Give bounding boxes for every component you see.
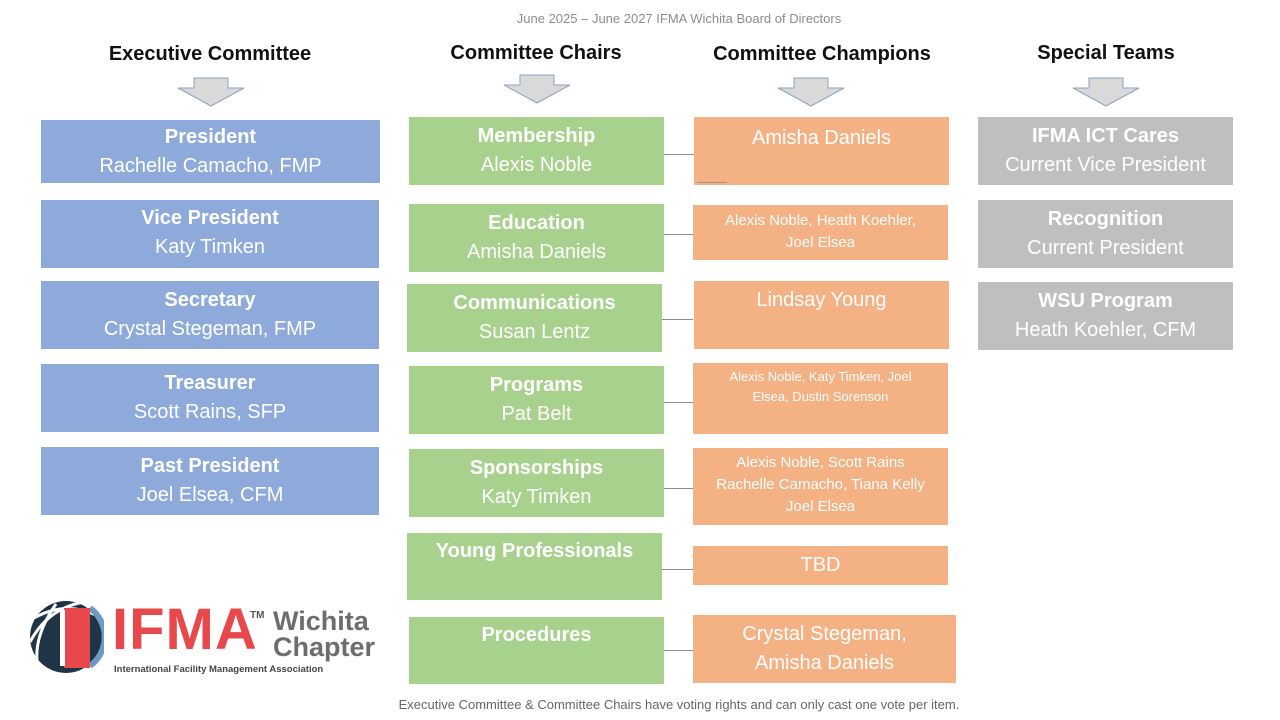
heading-special-teams: Special Teams [1037,42,1175,64]
down-arrow-icon [503,74,571,104]
champion-names-line: Elsea, Dustin Sorenson [752,389,889,404]
divider [697,182,727,183]
champion-names-line: Alexis Noble, Heath Koehler, [725,212,916,229]
champion-names-line: Alexis Noble, Katy Timken, Joel [729,369,912,384]
logo-chapter-line1: Wichita [273,606,369,636]
champion-names-line: Joel Elsea [785,498,856,515]
person-name: Alexis Noble [480,154,593,176]
champion-box-sponsorships: Alexis Noble, Scott Rains Rachelle Camac… [693,448,948,525]
heading-committee-champions: Committee Champions [713,43,931,65]
champion-names-line: Alexis Noble, Scott Rains [736,454,905,471]
special-box-wsu-program: WSU Program Heath Koehler, CFM [978,282,1233,350]
connector-line [664,234,693,235]
committee-title: Programs [489,374,584,396]
chair-box-membership: Membership Alexis Noble [409,117,664,185]
board-term-subtitle: June 2025 – June 2027 IFMA Wichita Board… [516,11,842,26]
logo-trademark: TM [250,610,265,621]
committee-title: Young Professionals [435,540,634,562]
person-name: Pat Belt [501,403,572,425]
down-arrow-icon [777,77,845,107]
chair-box-young-professionals: Young Professionals [407,533,662,600]
committee-title: Membership [477,125,596,147]
connector-line [664,488,693,489]
logo-chapter-name: Wichita Chapter [273,606,376,662]
champion-box-education: Alexis Noble, Heath Koehler, Joel Elsea [693,205,948,260]
champion-names: Amisha Daniels [752,127,891,149]
logo-tagline: International Facility Management Associ… [114,664,324,675]
voting-rights-footnote: Executive Committee & Committee Chairs h… [398,697,960,712]
person-name: Susan Lentz [478,321,591,343]
team-lead: Heath Koehler, CFM [1014,319,1197,341]
special-box-recognition: Recognition Current President [978,200,1233,268]
down-arrow-icon [177,77,245,107]
person-name: Joel Elsea, CFM [136,484,284,506]
person-name: Crystal Stegeman, FMP [103,318,317,340]
exec-box-past-president: Past President Joel Elsea, CFM [41,447,379,515]
person-name: Katy Timken [154,236,266,258]
champion-box-communications: Lindsay Young [694,281,949,349]
champion-box-membership: Amisha Daniels [694,117,949,185]
committee-title: Procedures [481,624,592,646]
connector-line [664,650,693,651]
champion-box-procedures: Crystal Stegeman, Amisha Daniels [693,615,956,683]
role-title: Vice President [141,207,279,229]
champion-names: Lindsay Young [756,289,887,311]
role-title: Treasurer [164,372,256,394]
exec-box-secretary: Secretary Crystal Stegeman, FMP [41,281,379,349]
exec-box-treasurer: Treasurer Scott Rains, SFP [41,364,379,432]
connector-line [662,319,693,320]
committee-title: Education [488,212,585,234]
committee-title: Sponsorships [469,457,604,479]
role-title: President [164,126,257,148]
team-title: WSU Program [1038,290,1173,312]
special-box-ifma-ict-cares: IFMA ICT Cares Current Vice President [978,117,1233,185]
champion-names-line: Amisha Daniels [755,652,894,674]
exec-box-vice-president: Vice President Katy Timken [41,200,379,268]
person-name: Scott Rains, SFP [133,401,287,423]
logo-chapter-line2: Chapter [273,632,376,662]
connector-line [662,569,693,570]
chair-box-sponsorships: Sponsorships Katy Timken [409,449,664,517]
champion-names-line: Rachelle Camacho, Tiana Kelly [716,476,925,493]
chair-box-communications: Communications Susan Lentz [407,284,662,352]
person-name: Katy Timken [481,486,592,508]
person-name: Amisha Daniels [467,241,606,263]
champion-names-line: Joel Elsea [785,234,856,251]
champion-box-programs: Alexis Noble, Katy Timken, Joel Elsea, D… [693,363,948,434]
heading-committee-chairs: Committee Chairs [450,42,622,64]
heading-executive-committee: Executive Committee [108,43,312,65]
connector-line [664,402,693,403]
chair-box-education: Education Amisha Daniels [409,204,664,272]
role-title: Past President [140,455,280,477]
team-title: Recognition [1047,208,1164,230]
team-lead: Current Vice President [1005,154,1206,176]
logo-ifma-text: IFMA [112,597,258,662]
down-arrow-icon [1072,77,1140,107]
chair-box-programs: Programs Pat Belt [409,366,664,434]
team-title: IFMA ICT Cares [1031,125,1180,147]
role-title: Secretary [164,289,256,311]
chair-box-procedures: Procedures [409,617,664,684]
connector-line [664,154,694,155]
globe-icon [30,601,104,673]
person-name: Rachelle Camacho, FMP [99,155,322,177]
champion-names: TBD [800,554,841,576]
committee-title: Communications [453,292,616,314]
exec-box-president: President Rachelle Camacho, FMP [41,120,380,183]
ifma-wichita-logo: IFMA TM Wichita Chapter International Fa… [28,596,388,680]
team-lead: Current President [1027,237,1184,259]
champion-box-young-professionals: TBD [693,546,948,585]
champion-names-line: Crystal Stegeman, [742,623,907,645]
